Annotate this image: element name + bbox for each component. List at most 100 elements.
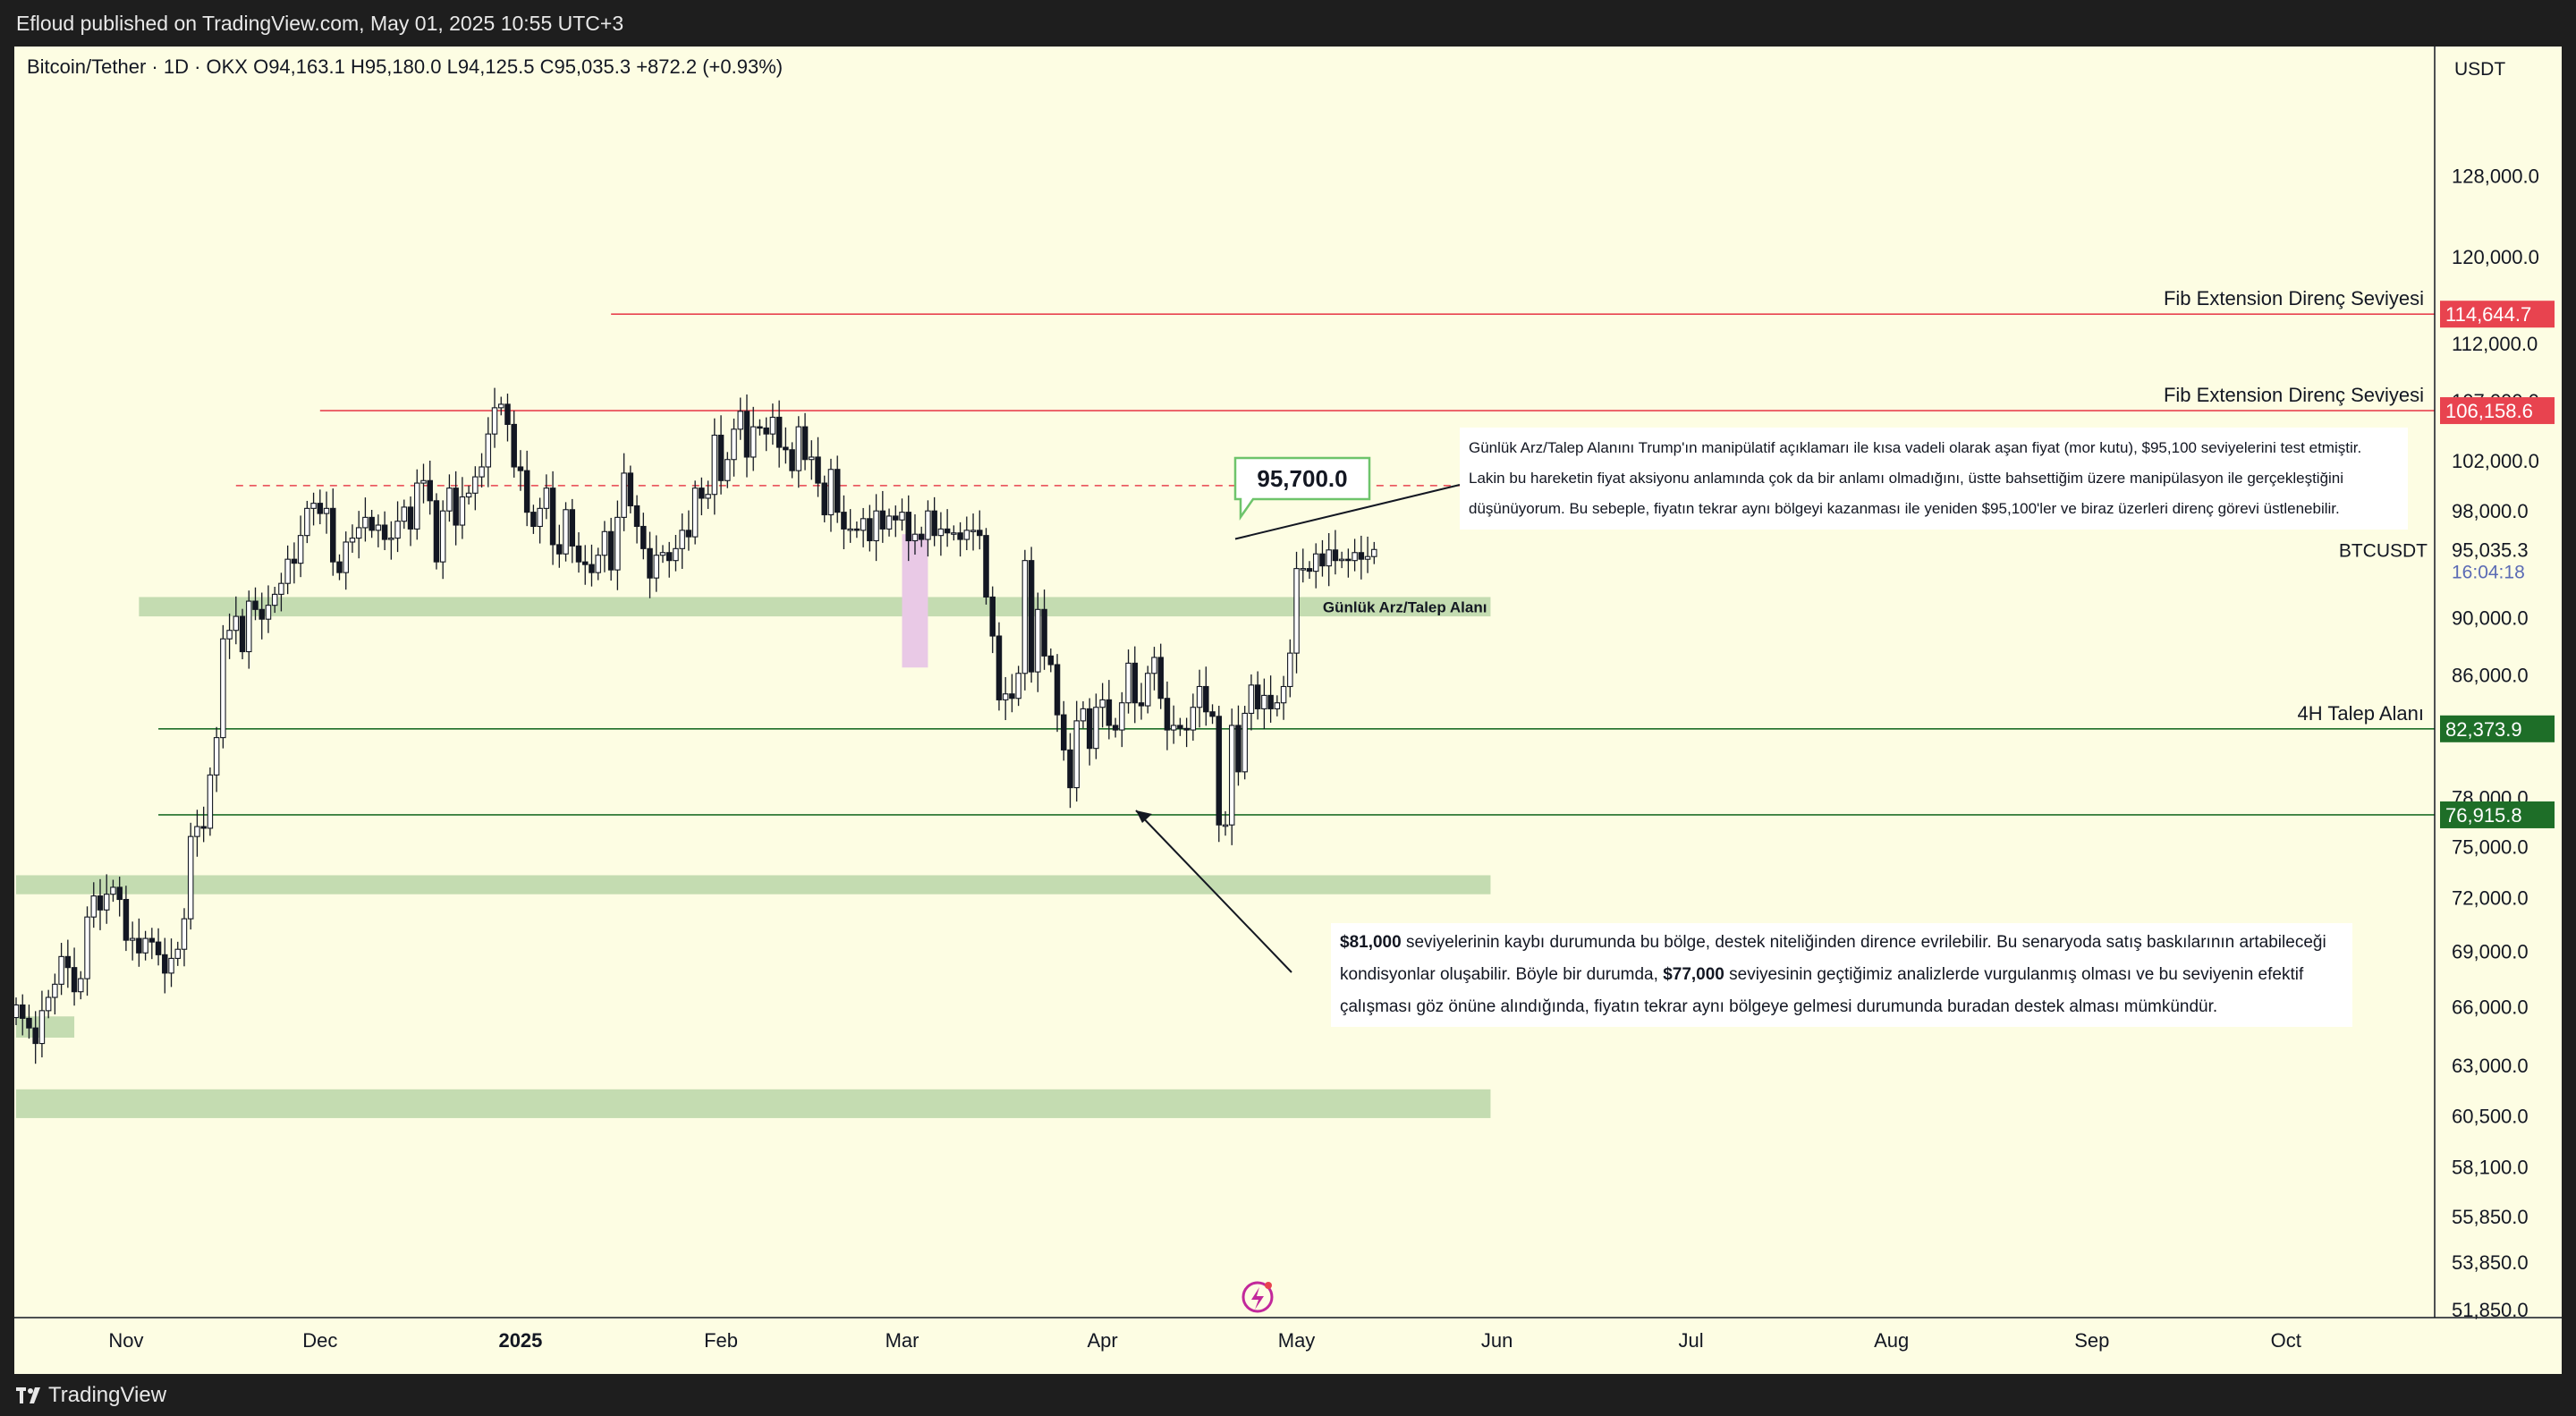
y-tick-18: 51,850.0: [2452, 1299, 2529, 1321]
candle-body-182: [1190, 707, 1197, 731]
candle-body-177: [1157, 657, 1164, 700]
bolt-icon-glyph: [1251, 1287, 1264, 1310]
candle-body-88: [581, 561, 589, 565]
candle-body-102: [673, 547, 679, 562]
candle-body-189: [1235, 725, 1241, 773]
candle-body-82: [543, 488, 550, 509]
candle-body-38: [258, 608, 265, 620]
candle-body-200: [1306, 568, 1313, 572]
tradingview-brand[interactable]: TradingView: [16, 1374, 166, 1416]
candle-body-77: [511, 423, 517, 468]
candle-body-86: [569, 509, 576, 547]
candle-body-199: [1300, 568, 1307, 571]
candle-body-169: [1106, 699, 1113, 726]
candle-body-95: [627, 472, 634, 507]
candle-body-107: [705, 494, 711, 499]
candle-body-31: [213, 737, 220, 776]
symbol-legend[interactable]: Bitcoin/Tether · 1D · OKX O94,163.1 H95,…: [27, 55, 784, 78]
candle-body-186: [1216, 716, 1223, 826]
candle-body-75: [497, 403, 504, 409]
candle-body-180: [1177, 725, 1183, 729]
candle-body-94: [621, 472, 627, 518]
candle-body-78: [517, 466, 524, 471]
candle-body-49: [330, 507, 336, 563]
candle-body-66: [439, 510, 446, 563]
publish-info: Efloud published on TradingView.com, May…: [16, 12, 624, 35]
price-tag-1: [2440, 301, 2555, 328]
price-callout-box: [1233, 456, 1371, 521]
candle-body-101: [665, 552, 673, 562]
candle-body-71: [472, 476, 479, 494]
note-lower-level-81000: $81,000: [1340, 933, 1402, 952]
chart-area[interactable]: Günlük Arz/Talep Alanı Fib Extension Dire…: [14, 47, 2562, 1374]
candle-body-97: [640, 525, 647, 549]
candle-body-35: [239, 615, 246, 653]
candle-body-84: [556, 544, 563, 555]
candle-body-196: [1280, 685, 1287, 704]
candle-body-44: [297, 535, 304, 564]
candle-body-136: [893, 515, 899, 521]
candle-body-47: [317, 503, 324, 514]
y-tick-4: 102,000.0: [2452, 450, 2539, 472]
candle-body-63: [420, 479, 427, 484]
tradingview-label: TradingView: [48, 1382, 167, 1407]
candle-body-37: [252, 600, 258, 610]
candle-body-109: [717, 434, 724, 481]
candle-body-165: [1080, 708, 1087, 722]
candle-body-146: [957, 532, 963, 540]
candle-body-208: [1358, 552, 1365, 560]
level-label-2: Fib Extension Direnç Seviyesi: [2164, 384, 2424, 406]
price-tag-2: [2440, 397, 2555, 425]
bar-countdown: 16:04:18: [2452, 562, 2525, 582]
candle-body-147: [963, 530, 970, 540]
candle-body-53: [355, 527, 362, 539]
manipulation-box: [902, 534, 928, 668]
candle-body-55: [369, 516, 375, 531]
price-chart[interactable]: Günlük Arz/Talep Alanı Fib Extension Dire…: [14, 47, 2562, 1374]
note-lower-level-77000: $77,000: [1663, 965, 1724, 984]
candle-body-69: [459, 496, 466, 526]
candle-body-25: [174, 948, 182, 959]
x-tick-Sep: Sep: [2074, 1329, 2109, 1352]
y-tick-17: 53,850.0: [2452, 1251, 2529, 1274]
y-tick-15: 58,100.0: [2452, 1156, 2529, 1178]
candle-body-155: [1015, 673, 1021, 700]
candle-body-52: [349, 538, 356, 543]
candle-body-41: [278, 582, 284, 595]
candle-body-2: [26, 1017, 32, 1029]
candle-body-205: [1338, 558, 1345, 562]
x-tick-Jun: Jun: [1481, 1329, 1513, 1352]
candle-body-50: [336, 561, 343, 573]
candle-body-123: [809, 456, 815, 461]
price-tag-text-4: 82,373.9: [2445, 718, 2522, 741]
candle-body-183: [1196, 685, 1203, 708]
candle-body-70: [465, 492, 472, 498]
candle-body-62: [414, 482, 420, 530]
price-tag-text-2: 106,158.6: [2445, 400, 2533, 422]
level-label-4: 4H Talep Alanı: [2298, 702, 2424, 725]
candle-body-142: [931, 510, 937, 537]
candle-body-26: [181, 918, 188, 950]
candle-body-172: [1125, 662, 1131, 704]
candle-body-54: [362, 516, 369, 529]
candle-body-152: [996, 635, 1003, 700]
candle-body-79: [523, 470, 530, 513]
candle-body-156: [1021, 560, 1029, 674]
candle-body-201: [1312, 553, 1319, 572]
bolt-icon-dot: [1265, 1282, 1272, 1289]
candle-body-10: [78, 978, 84, 993]
y-tick-11: 69,000.0: [2452, 940, 2529, 962]
note-lower-text-1: seviyelerinin kaybı durumunda bu bölge, …: [1340, 933, 2326, 984]
candle-body-124: [815, 456, 821, 484]
candle-body-22: [155, 941, 162, 955]
y-tick-9: 75,000.0: [2452, 835, 2529, 858]
y-tick-1: 120,000.0: [2452, 246, 2539, 268]
y-tick-14: 60,500.0: [2452, 1106, 2529, 1128]
candle-body-111: [731, 428, 737, 461]
candle-body-24: [168, 957, 174, 974]
candle-body-184: [1203, 685, 1209, 713]
note-lower-text-2: seviyesinin geçtiğimiz analizlerde vurgu…: [1340, 965, 2304, 1016]
candle-body-108: [711, 434, 718, 496]
candle-body-153: [1002, 693, 1009, 700]
candle-body-76: [504, 403, 511, 425]
